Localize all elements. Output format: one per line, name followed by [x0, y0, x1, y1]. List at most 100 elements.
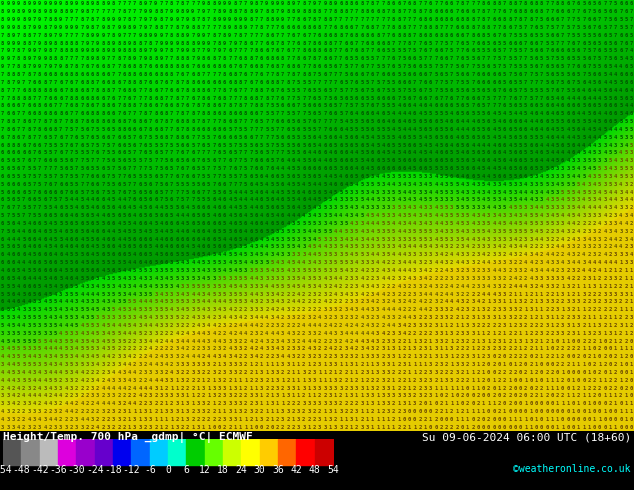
Text: 4: 4: [154, 205, 157, 210]
Text: 1: 1: [519, 292, 522, 296]
Text: 7: 7: [165, 96, 168, 100]
Text: 7: 7: [292, 80, 295, 85]
Text: 5: 5: [508, 111, 512, 116]
Text: 3: 3: [498, 284, 501, 289]
Text: 3: 3: [65, 292, 68, 296]
Text: 1: 1: [619, 362, 623, 367]
Text: 6: 6: [350, 41, 353, 46]
Text: 5: 5: [1, 323, 4, 328]
Text: 4: 4: [382, 331, 385, 336]
Text: 7: 7: [91, 64, 94, 69]
Text: 1: 1: [398, 354, 401, 359]
Text: 0: 0: [408, 417, 411, 422]
Text: 4: 4: [107, 229, 110, 234]
Text: 2: 2: [609, 268, 612, 273]
Text: 3: 3: [339, 354, 342, 359]
Text: 3: 3: [382, 393, 385, 398]
Text: 6: 6: [149, 80, 152, 85]
Text: 2: 2: [439, 284, 443, 289]
Text: 7: 7: [117, 9, 120, 14]
Text: 7: 7: [27, 213, 30, 218]
Text: 1: 1: [418, 362, 422, 367]
Text: 8: 8: [244, 9, 247, 14]
Text: 5: 5: [572, 205, 575, 210]
Text: 6: 6: [471, 96, 474, 100]
Text: 2: 2: [450, 370, 453, 375]
Text: 2: 2: [493, 346, 496, 351]
Text: 6: 6: [128, 127, 131, 132]
Text: 7: 7: [75, 158, 78, 163]
Text: 2: 2: [313, 315, 316, 320]
Text: 1: 1: [170, 425, 173, 430]
Text: 2: 2: [519, 252, 522, 257]
Text: 3: 3: [593, 284, 596, 289]
Text: 3: 3: [482, 276, 485, 281]
Text: 7: 7: [376, 72, 379, 77]
Text: 1: 1: [307, 393, 311, 398]
Text: 6: 6: [233, 88, 236, 93]
Text: 3: 3: [328, 307, 332, 312]
Text: 9: 9: [281, 1, 284, 6]
Text: 5: 5: [318, 96, 321, 100]
Text: 3: 3: [508, 197, 512, 202]
Text: 8: 8: [11, 72, 15, 77]
Text: 9: 9: [86, 25, 89, 30]
Text: 4: 4: [360, 135, 363, 140]
Text: 6: 6: [249, 111, 252, 116]
Text: 6: 6: [11, 260, 15, 265]
Text: 4: 4: [17, 276, 20, 281]
Text: 2: 2: [244, 386, 247, 391]
Text: 4: 4: [17, 260, 20, 265]
Text: 4: 4: [27, 393, 30, 398]
Text: 7: 7: [239, 88, 242, 93]
Text: 7: 7: [59, 103, 62, 108]
Text: 6: 6: [550, 135, 553, 140]
Text: 5: 5: [477, 49, 480, 53]
Text: 6: 6: [450, 17, 453, 22]
Text: 4: 4: [350, 150, 353, 155]
Text: 0: 0: [519, 425, 522, 430]
Text: 2: 2: [339, 339, 342, 343]
Text: 4: 4: [6, 252, 10, 257]
Text: 5: 5: [265, 260, 268, 265]
Text: 9: 9: [160, 49, 163, 53]
Text: 4: 4: [265, 190, 268, 195]
Text: 3: 3: [86, 362, 89, 367]
Text: 2: 2: [197, 393, 200, 398]
Text: 4: 4: [360, 229, 363, 234]
Text: 2: 2: [212, 362, 216, 367]
Text: 7: 7: [334, 72, 337, 77]
Text: 1: 1: [503, 299, 506, 304]
Text: 5: 5: [550, 96, 553, 100]
Text: 8: 8: [43, 88, 46, 93]
Text: 7: 7: [65, 143, 68, 147]
Text: 7: 7: [371, 17, 374, 22]
Text: 2: 2: [524, 276, 527, 281]
Text: 8: 8: [176, 25, 179, 30]
Text: 5: 5: [128, 252, 131, 257]
Text: 2: 2: [366, 268, 369, 273]
Text: 6: 6: [503, 33, 506, 38]
Text: 3: 3: [122, 378, 126, 383]
Text: 7: 7: [376, 1, 379, 6]
Text: 0: 0: [593, 425, 596, 430]
Text: 7: 7: [170, 174, 173, 179]
Text: 6: 6: [392, 1, 395, 6]
Text: 7: 7: [334, 17, 337, 22]
Text: 3: 3: [408, 229, 411, 234]
Text: 4: 4: [493, 143, 496, 147]
Text: 4: 4: [276, 346, 279, 351]
Text: 8: 8: [70, 72, 73, 77]
Text: 2: 2: [350, 339, 353, 343]
Text: 4: 4: [149, 284, 152, 289]
Text: 2: 2: [122, 425, 126, 430]
Text: 6: 6: [233, 111, 236, 116]
Text: 2: 2: [328, 339, 332, 343]
Text: 3: 3: [408, 393, 411, 398]
Text: Height/Temp. 700 hPa _gdmp| °C| ECMWF: Height/Temp. 700 hPa _gdmp| °C| ECMWF: [3, 432, 253, 443]
Text: 3: 3: [70, 386, 73, 391]
Text: 3: 3: [27, 425, 30, 430]
Text: 6: 6: [276, 119, 279, 124]
Text: 5: 5: [70, 127, 73, 132]
Text: 1: 1: [524, 378, 527, 383]
